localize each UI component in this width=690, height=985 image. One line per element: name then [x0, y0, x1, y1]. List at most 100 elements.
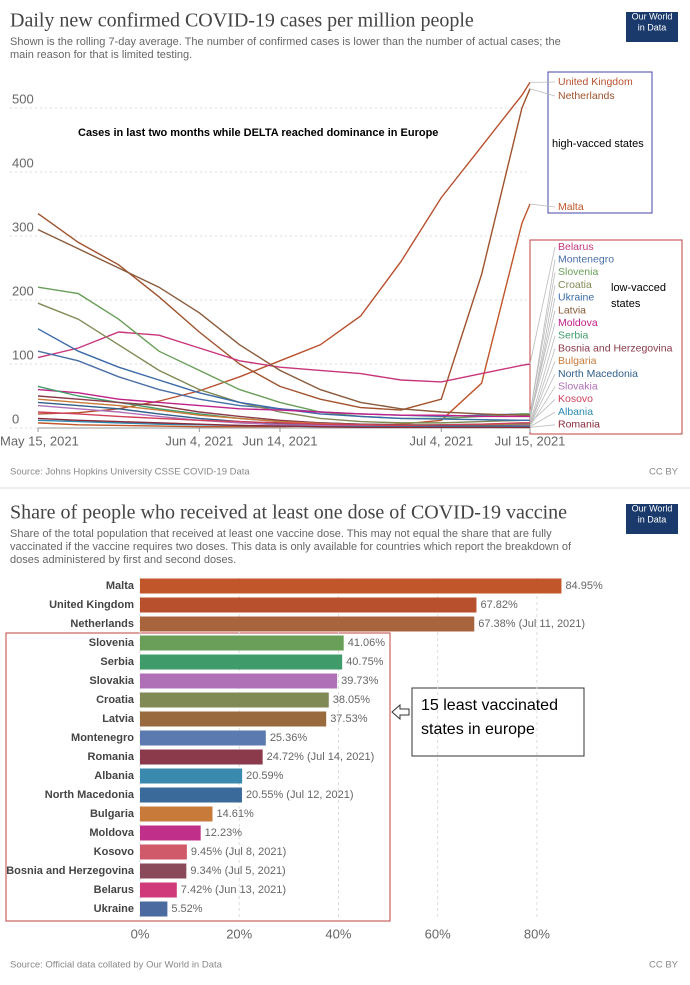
category-label: Latvia	[102, 713, 135, 725]
legend-label: Bosnia and Herzegovina	[558, 342, 673, 354]
bar	[140, 749, 263, 765]
low-box	[529, 239, 683, 435]
bar	[140, 597, 477, 613]
leader-line	[529, 272, 556, 414]
x-tick-label: Jul 4, 2021	[409, 433, 473, 448]
value-label: 37.53%	[330, 713, 368, 725]
annotation: high-vacced states	[552, 138, 644, 150]
leader-line	[529, 411, 556, 428]
line	[37, 82, 531, 415]
logo-text: Our World	[632, 503, 673, 513]
value-label: 14.61%	[216, 808, 254, 820]
y-tick-label: 300	[12, 219, 34, 234]
high-box	[547, 71, 653, 214]
category-label: Moldova	[89, 827, 134, 839]
category-label: Ukraine	[94, 903, 134, 915]
subtitle: doses administered by first and second d…	[10, 554, 236, 566]
legend-label: Ukraine	[558, 292, 594, 304]
logo-text: in Data	[638, 22, 667, 32]
source: Source: Johns Hopkins University CSSE CO…	[10, 467, 250, 478]
y-tick-label: 200	[12, 283, 34, 298]
annotation: states	[611, 298, 641, 310]
value-label: 24.72% (Jul 14, 2021)	[267, 751, 375, 763]
chart-title: Share of people who received at least on…	[10, 502, 567, 524]
category-label: Slovenia	[89, 637, 135, 649]
logo-text: Our World	[632, 11, 673, 21]
value-label: 38.05%	[333, 694, 371, 706]
legend-label: Malta	[558, 201, 584, 213]
bar	[140, 654, 343, 670]
bar	[140, 578, 562, 594]
line	[37, 228, 530, 416]
subtitle: main reason for that is limited testing.	[10, 49, 192, 61]
bar	[140, 844, 187, 860]
legend-label: Slovakia	[558, 380, 598, 392]
x-tick-label: Jun 4, 2021	[165, 433, 233, 448]
bar	[140, 692, 329, 708]
y-tick-label: 400	[12, 155, 34, 170]
x-tick-label: May 15, 2021	[0, 433, 79, 448]
line	[37, 388, 530, 418]
bar	[140, 616, 475, 632]
legend-label: Moldova	[558, 317, 598, 329]
legend-label: Albania	[558, 406, 593, 418]
note-box	[411, 687, 585, 757]
bar	[140, 768, 243, 784]
annotation: Cases in last two months while DELTA rea…	[78, 127, 438, 139]
value-label: 7.42% (Jun 13, 2021)	[181, 884, 286, 896]
y-tick-label: 100	[12, 347, 34, 362]
leader-line	[529, 399, 556, 424]
arrow	[391, 703, 410, 721]
low-vacc-box	[5, 632, 391, 922]
legend-label: Montenegro	[558, 253, 614, 265]
subtitle: Shown is the rolling 7-day average. The …	[10, 36, 561, 48]
leader-line	[529, 335, 556, 424]
x-tick-label: 0%	[131, 926, 150, 941]
line	[37, 302, 530, 424]
bar	[140, 882, 177, 898]
bar	[140, 901, 168, 917]
bar	[140, 825, 201, 841]
leader-line	[529, 246, 556, 365]
value-label: 20.59%	[246, 770, 284, 782]
leader-line	[529, 361, 556, 425]
legend-label: Serbia	[558, 330, 589, 342]
bar	[140, 673, 338, 689]
annotation: states in europe	[421, 721, 535, 738]
value-label: 41.06%	[348, 637, 386, 649]
legend-label: Netherlands	[558, 90, 615, 102]
bar	[140, 730, 266, 746]
x-tick-label: Jun 14, 2021	[242, 433, 317, 448]
annotation: 15 least vaccinated	[421, 697, 558, 714]
category-label: Belarus	[94, 884, 134, 896]
x-tick-label: 80%	[524, 926, 550, 941]
leader-line	[529, 88, 556, 97]
category-label: Kosovo	[94, 846, 135, 858]
bar	[140, 863, 187, 879]
value-label: 25.36%	[270, 732, 308, 744]
subtitle: vaccinated if the vaccine requires two d…	[10, 541, 572, 553]
line	[37, 88, 531, 411]
license: CC BY	[649, 960, 679, 971]
x-tick-label: 40%	[325, 926, 351, 941]
leader-line	[529, 203, 556, 208]
line	[37, 331, 531, 383]
bar	[140, 635, 344, 651]
value-label: 20.55% (Jul 12, 2021)	[246, 789, 354, 801]
value-label: 84.95%	[565, 580, 603, 592]
logo-text: in Data	[638, 514, 667, 524]
y-tick-label: 0	[12, 411, 19, 426]
value-label: 40.75%	[346, 656, 384, 668]
source: Source: Official data collated by Our Wo…	[10, 960, 223, 971]
leader-line	[529, 373, 556, 426]
bar	[140, 806, 213, 822]
line	[37, 417, 530, 429]
category-label: Serbia	[100, 656, 135, 668]
value-label: 39.73%	[341, 675, 379, 687]
legend-label: United Kingdom	[558, 76, 633, 88]
chart-title: Daily new confirmed COVID-19 cases per m…	[10, 10, 474, 32]
legend-label: North Macedonia	[558, 368, 638, 380]
category-label: Croatia	[96, 694, 135, 706]
y-tick-label: 500	[12, 91, 34, 106]
